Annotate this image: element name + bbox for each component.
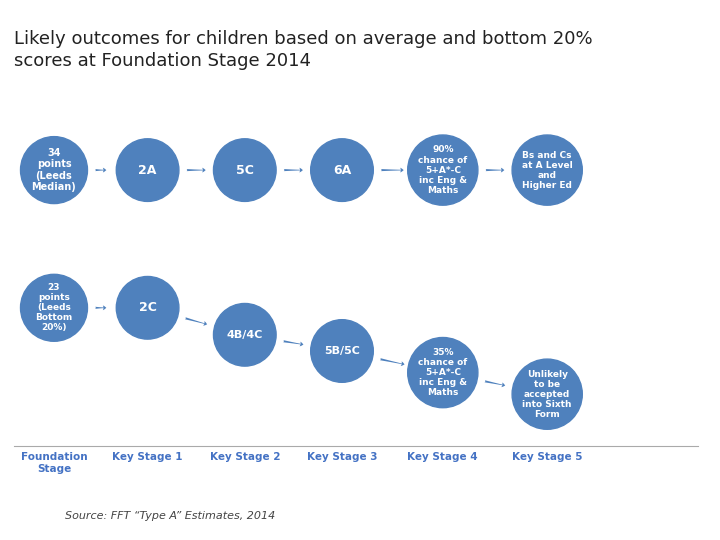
- Ellipse shape: [311, 139, 373, 201]
- Ellipse shape: [214, 139, 276, 201]
- Text: Likely outcomes for children based on average and bottom 20%
scores at Foundatio: Likely outcomes for children based on av…: [14, 30, 593, 70]
- Text: Foundation
Stage: Foundation Stage: [21, 453, 87, 474]
- Text: Key Stage 3: Key Stage 3: [307, 453, 377, 462]
- Text: Key Stage 2: Key Stage 2: [210, 453, 280, 462]
- Text: 35%
chance of
5+A*-C
inc Eng &
Maths: 35% chance of 5+A*-C inc Eng & Maths: [418, 348, 467, 397]
- Ellipse shape: [20, 137, 88, 204]
- Text: Key Stage 4: Key Stage 4: [408, 453, 478, 462]
- Ellipse shape: [512, 135, 582, 205]
- Ellipse shape: [116, 139, 179, 201]
- Text: 2C: 2C: [139, 301, 156, 314]
- Text: 4B/4C: 4B/4C: [227, 330, 263, 340]
- Ellipse shape: [116, 276, 179, 339]
- Text: Source: FFT “Type A” Estimates, 2014: Source: FFT “Type A” Estimates, 2014: [65, 511, 275, 521]
- Text: 5B/5C: 5B/5C: [324, 346, 360, 356]
- Text: Unlikely
to be
accepted
into Sixth
Form: Unlikely to be accepted into Sixth Form: [523, 369, 572, 419]
- Ellipse shape: [311, 320, 373, 382]
- Text: Key Stage 1: Key Stage 1: [112, 453, 183, 462]
- Ellipse shape: [408, 338, 478, 408]
- Text: 6A: 6A: [333, 164, 351, 177]
- Ellipse shape: [408, 135, 478, 205]
- Text: 2A: 2A: [138, 164, 157, 177]
- Ellipse shape: [512, 359, 582, 429]
- Text: Key Stage 5: Key Stage 5: [512, 453, 582, 462]
- Ellipse shape: [214, 303, 276, 366]
- Ellipse shape: [20, 274, 88, 341]
- Text: 23
points
(Leeds
Bottom
20%): 23 points (Leeds Bottom 20%): [35, 283, 73, 333]
- Text: Bs and Cs
at A Level
and
Higher Ed: Bs and Cs at A Level and Higher Ed: [522, 151, 572, 190]
- Text: 90%
chance of
5+A*-C
inc Eng &
Maths: 90% chance of 5+A*-C inc Eng & Maths: [418, 145, 467, 195]
- Text: 34
points
(Leeds
Median): 34 points (Leeds Median): [32, 148, 76, 192]
- Text: 5C: 5C: [236, 164, 253, 177]
